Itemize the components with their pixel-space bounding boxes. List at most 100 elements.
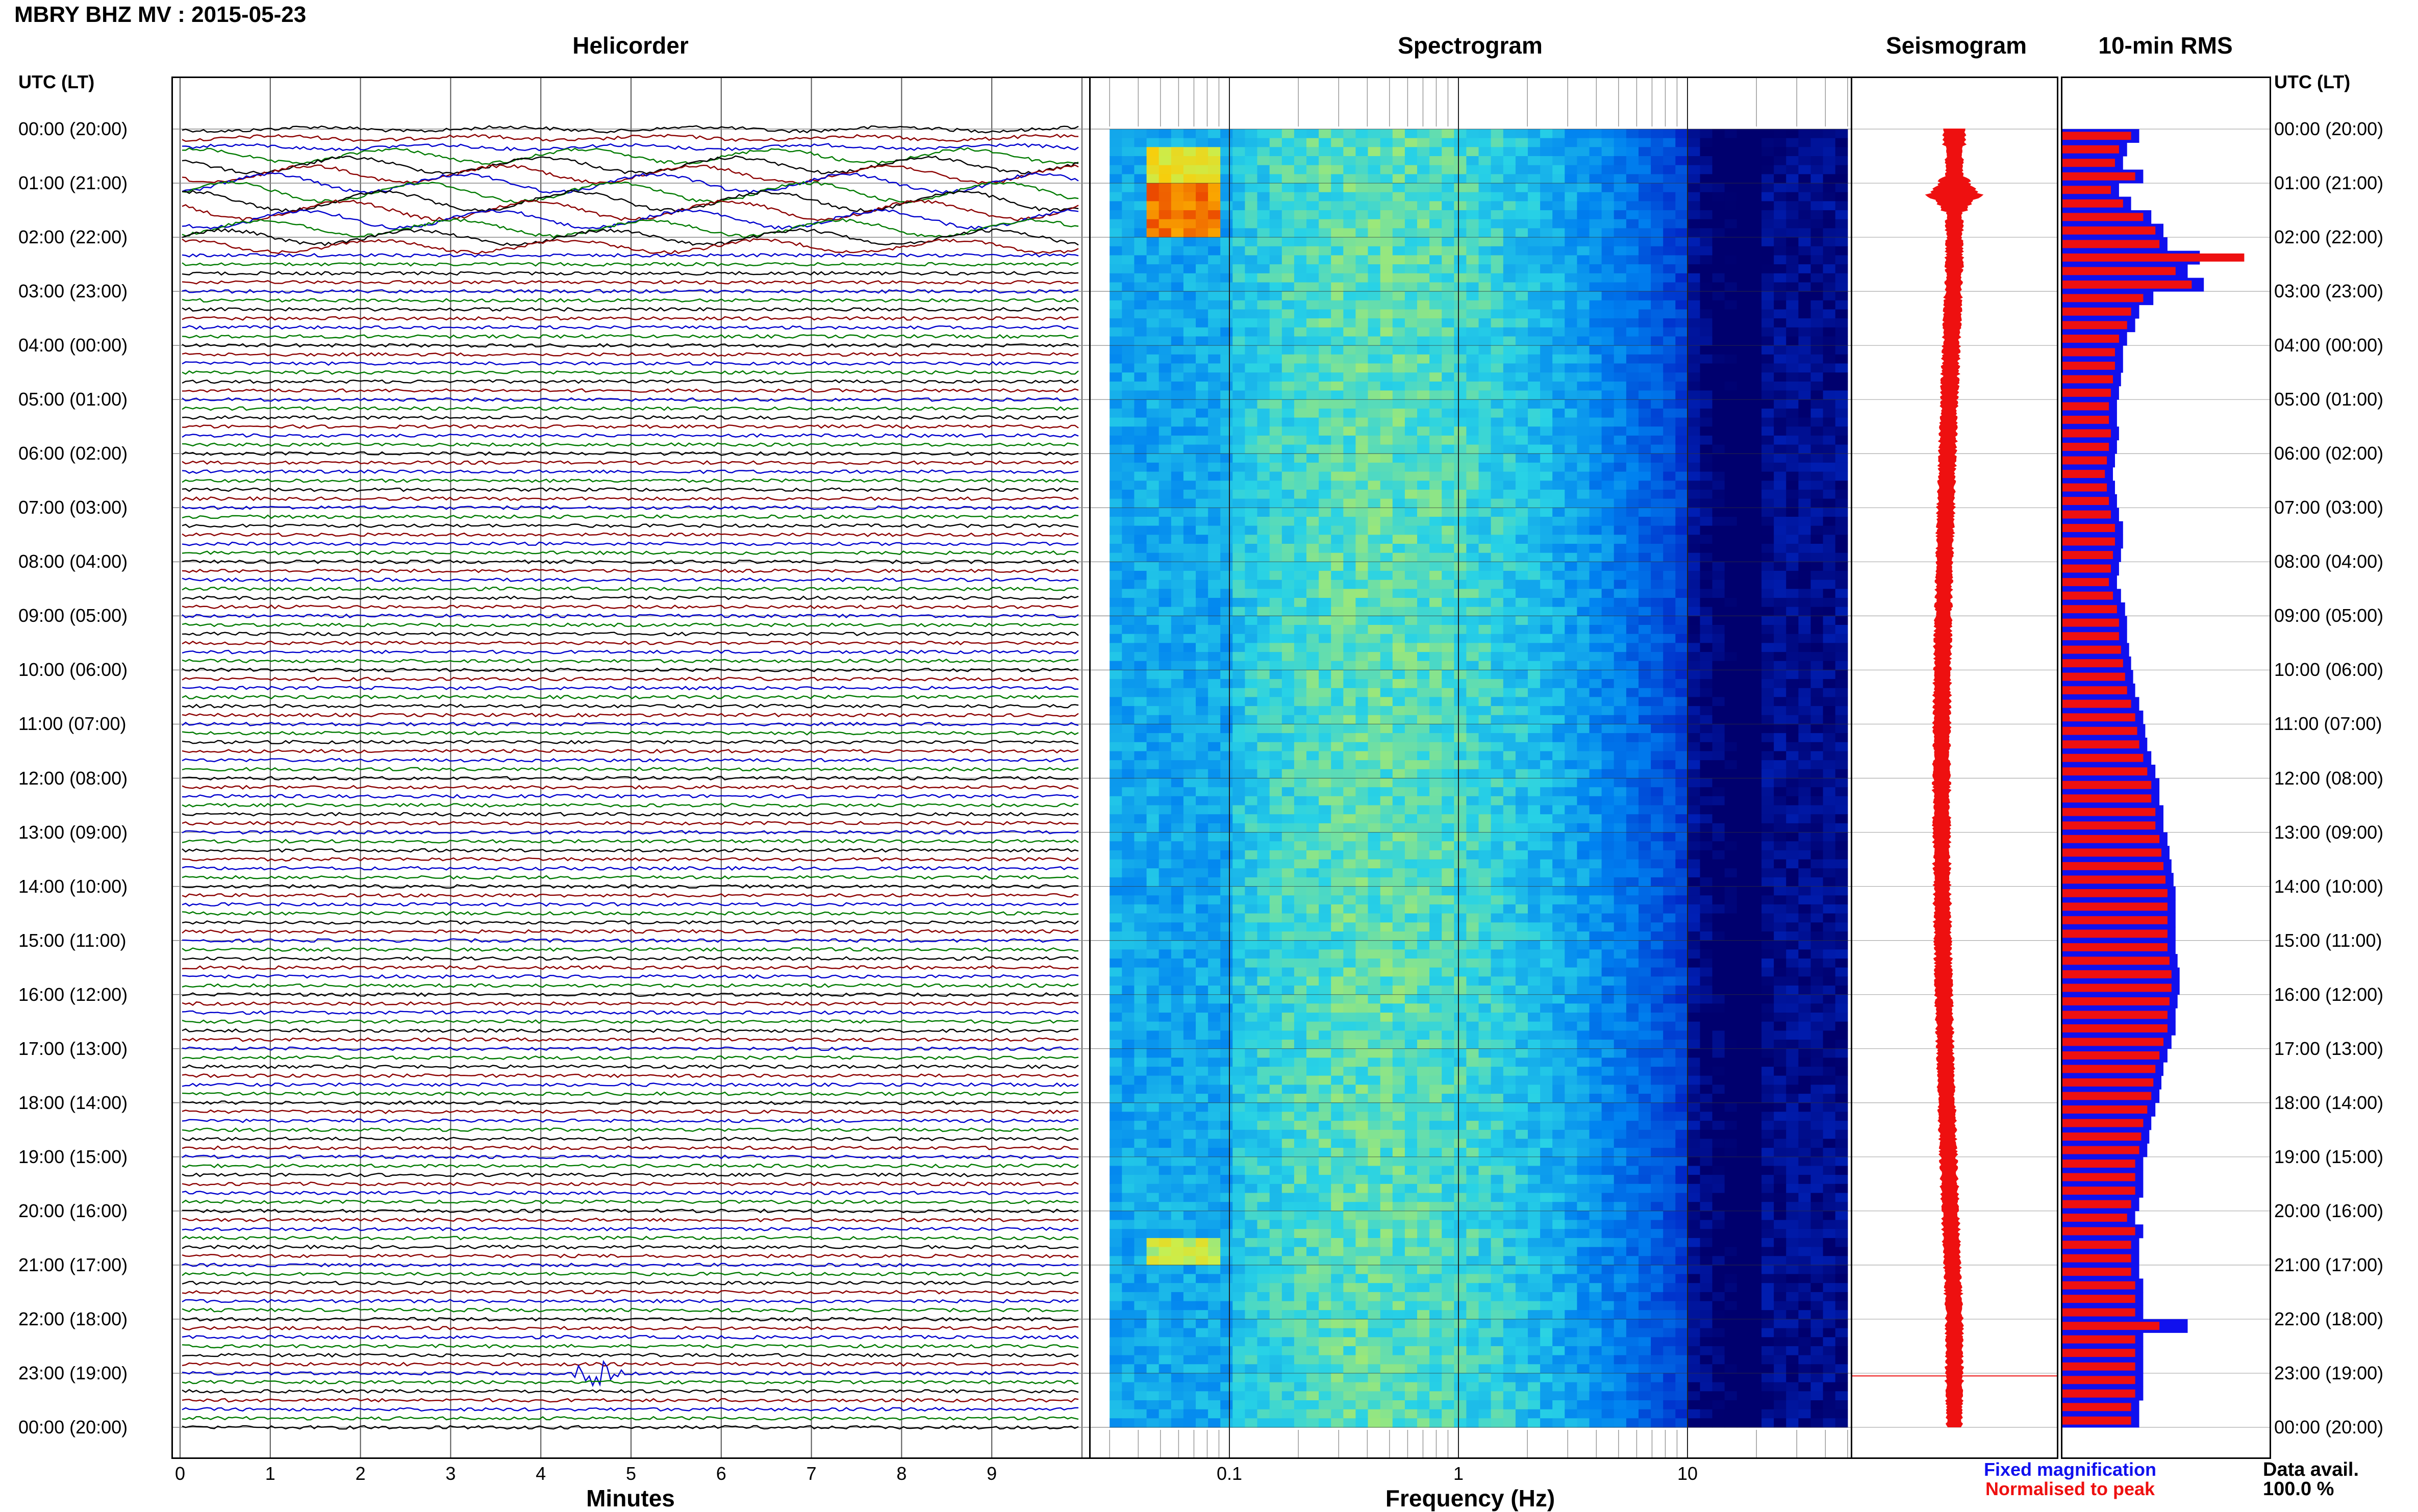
spectrogram-cell [1614,382,1627,391]
spectrogram-cell [1454,300,1467,310]
spectrogram-cell [1454,607,1467,616]
spectrogram-cell [1368,769,1381,778]
spectrogram-cell [1110,300,1122,310]
spectrogram-cell [1552,580,1565,589]
spectrogram-cell [1491,833,1504,842]
spectrogram-cell [1122,652,1135,661]
spectrogram-cell [1516,833,1528,842]
spectrogram-cell [1147,228,1160,237]
spectrogram-cell [1257,769,1270,778]
spectrogram-cell [1774,679,1786,688]
spectrogram-cell [1491,796,1504,805]
spectrogram-cell [1651,318,1664,327]
spectrogram-cell [1602,219,1615,229]
spectrogram-cell [1417,490,1430,499]
spectrogram-cell [1786,481,1799,490]
spectrogram-cell [1380,283,1393,292]
spectrogram-cell [1355,769,1368,778]
spectrogram-cell [1147,337,1160,346]
spectrogram-cell [1565,544,1577,553]
spectrogram-cell [1257,138,1270,147]
spectrogram-cell [1712,165,1725,174]
spectrogram-cell [1171,616,1184,625]
spectrogram-cell [1712,499,1725,508]
spectrogram-cell [1442,526,1454,535]
helicorder-trace [182,813,1078,816]
spectrogram-cell [1761,210,1774,219]
spectrogram-cell [1700,661,1713,670]
spectrogram-cell [1257,129,1270,138]
spectrogram-cell [1110,129,1122,138]
spectrogram-cell [1417,526,1430,535]
spectrogram-cell [1516,355,1528,364]
spectrogram-cell [1639,201,1651,210]
spectrogram-cell [1429,571,1442,580]
spectrogram-cell [1232,255,1245,264]
spectrogram-cell [1220,742,1233,751]
spectrogram-cell [1183,526,1196,535]
spectrogram-cell [1183,841,1196,850]
spectrogram-cell [1282,742,1295,751]
spectrogram-cell [1442,409,1454,418]
spectrogram-cell [1183,418,1196,427]
spectrogram-cell [1110,138,1122,147]
spectrogram-cell [1417,544,1430,553]
spectrogram-cell [1270,183,1282,192]
spectrogram-cell [1823,490,1836,499]
spectrogram-cell [1798,436,1811,445]
spectrogram-cell [1700,481,1713,490]
helicorder-trace [182,1353,1078,1356]
spectrogram-cell [1540,337,1553,346]
spectrogram-cell [1319,246,1331,256]
spectrogram-cell [1183,499,1196,508]
spectrogram-cell [1590,210,1602,219]
spectrogram-cell [1651,201,1664,210]
helicorder-trace [182,1092,1078,1095]
spectrogram-cell [1811,508,1824,517]
spectrogram-cell [1147,399,1160,409]
spectrogram-cell [1183,643,1196,652]
spectrogram-cell [1343,526,1356,535]
spectrogram-cell [1540,490,1553,499]
spectrogram-cell [1823,445,1836,454]
spectrogram-cell [1294,463,1307,472]
spectrogram-cell [1454,255,1467,264]
spectrogram-cell [1552,310,1565,319]
spectrogram-cell [1417,679,1430,688]
spectrogram-cell [1675,246,1688,256]
spectrogram-cell [1516,526,1528,535]
spectrogram-cell [1454,246,1467,256]
spectrogram-cell [1614,517,1627,526]
spectrogram-cell [1749,156,1762,165]
spectrogram-cell [1405,283,1418,292]
spectrogram-cell [1761,246,1774,256]
spectrogram-cell [1331,679,1344,688]
spectrogram-cell [1552,814,1565,823]
spectrogram-cell [1761,778,1774,788]
spectrogram-cell [1651,805,1664,815]
spectrogram-cell [1626,823,1639,833]
spectrogram-cell [1171,580,1184,589]
spectrogram-cell [1503,210,1516,219]
spectrogram-cell [1282,228,1295,237]
spectrogram-cell [1257,453,1270,463]
spectrogram-cell [1257,310,1270,319]
spectrogram-cell [1590,562,1602,571]
spectrogram-cell [1835,174,1848,183]
spectrogram-cell [1442,688,1454,697]
spectrogram-cell [1343,418,1356,427]
spectrogram-cell [1466,310,1479,319]
spectrogram-cell [1737,337,1750,346]
spectrogram-cell [1590,715,1602,724]
spectrogram-cell [1639,453,1651,463]
spectrogram-cell [1552,562,1565,571]
spectrogram-cell [1639,535,1651,544]
spectrogram-cell [1257,201,1270,210]
spectrogram-cell [1171,679,1184,688]
helicorder-trace [182,461,1078,464]
spectrogram-cell [1208,508,1221,517]
spectrogram-cell [1651,670,1664,679]
spectrogram-cell [1343,409,1356,418]
spectrogram-cell [1552,535,1565,544]
spectrogram-cell [1368,571,1381,580]
